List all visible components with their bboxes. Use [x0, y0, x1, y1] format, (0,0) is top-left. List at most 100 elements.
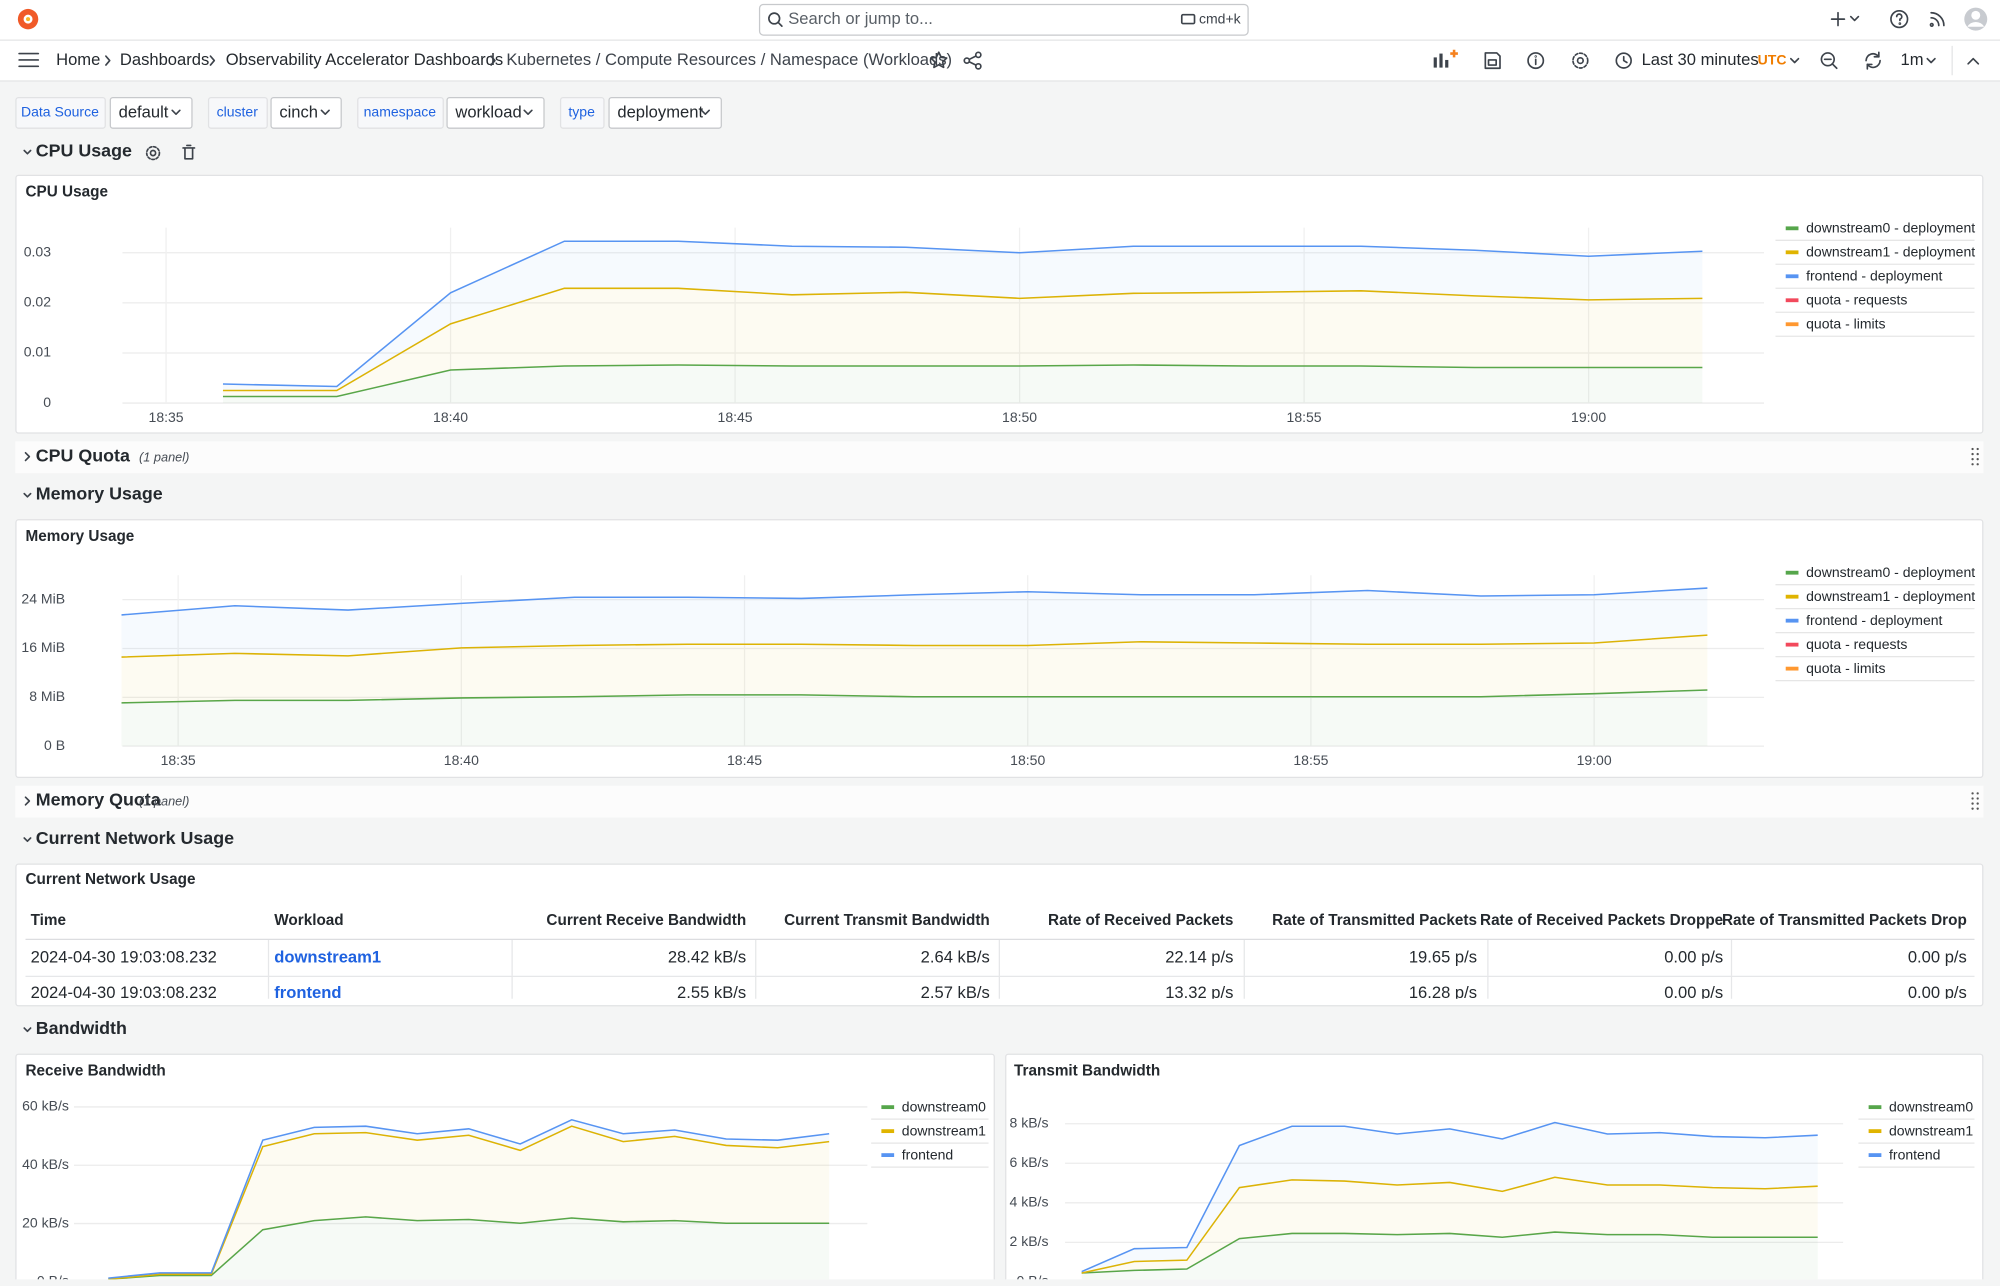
share-button[interactable] [963, 51, 982, 70]
legend-label[interactable]: downstream0 - deployment [1806, 564, 1975, 580]
variable-label: type [568, 104, 595, 120]
table-cell: 0.00 p/s [1908, 947, 1967, 966]
row-title[interactable]: Memory Quota [36, 790, 162, 810]
settings-button[interactable] [1572, 52, 1589, 69]
legend-label[interactable]: frontend [1889, 1146, 1940, 1162]
variable-dropdown[interactable] [446, 96, 545, 129]
time-picker[interactable] [1615, 52, 1800, 69]
legend-label[interactable]: downstream1 [902, 1122, 986, 1138]
row-title[interactable]: Bandwidth [36, 1018, 127, 1038]
variable-value[interactable]: deployment [617, 102, 703, 121]
column-header[interactable]: Rate of Transmitted Packets Drop [1722, 912, 1967, 929]
row-title[interactable]: Current Network Usage [36, 828, 234, 848]
legend-label[interactable]: quota - requests [1806, 636, 1907, 652]
drag-handle [1971, 802, 1974, 805]
grafana-logo[interactable] [17, 8, 39, 30]
column-header[interactable]: Workload [274, 912, 343, 929]
chevron [171, 109, 181, 115]
breadcrumb[interactable]: Dashboards [120, 50, 209, 69]
row-delete[interactable] [182, 144, 196, 160]
variable-value[interactable]: cinch [279, 102, 318, 121]
refresh-interval[interactable]: 1m [1901, 50, 1924, 69]
time-range[interactable]: Last 30 minutes [1642, 50, 1759, 69]
drag-handle [1976, 792, 1979, 795]
workload-link[interactable]: frontend [274, 983, 341, 1002]
legend-label[interactable]: frontend [902, 1146, 953, 1162]
legend-label[interactable]: quota - limits [1806, 316, 1885, 332]
area-fill [108, 1126, 830, 1280]
drag-handle [1976, 447, 1979, 451]
drag-handle [1971, 452, 1974, 456]
news-icon[interactable] [1929, 11, 1945, 27]
help-icon[interactable] [1890, 10, 1909, 29]
collapse-icon[interactable] [23, 1027, 32, 1033]
column-header[interactable]: Time [31, 912, 66, 929]
legend-label[interactable]: downstream0 [902, 1098, 986, 1114]
legend-label[interactable]: frontend - deployment [1806, 612, 1942, 628]
column-header[interactable]: Rate of Received Packets Droppe [1480, 912, 1723, 929]
collapse-icon[interactable] [23, 492, 32, 498]
expand-icon[interactable] [24, 451, 31, 462]
table-cell: 2.57 kB/s [921, 983, 990, 1002]
variable-dropdown[interactable] [109, 96, 193, 129]
menu-button[interactable] [18, 52, 40, 68]
collapse-button[interactable] [1967, 57, 1980, 65]
info-button[interactable] [1527, 52, 1545, 70]
x-tick-label: 18:40 [433, 409, 468, 425]
legend-label[interactable]: frontend - deployment [1806, 268, 1942, 284]
variable-label-box [207, 96, 268, 129]
variable-value[interactable]: workload [454, 102, 521, 121]
nav-bar [0, 40, 2000, 81]
area-fill [108, 1216, 830, 1280]
row-title[interactable]: CPU Quota [36, 445, 131, 465]
column-header[interactable]: Current Transmit Bandwidth [784, 912, 990, 929]
variable-dropdown[interactable] [608, 96, 722, 129]
row-settings[interactable] [145, 145, 161, 161]
legend-label[interactable]: quota - limits [1806, 660, 1885, 676]
series-line [108, 1216, 830, 1280]
drag-handle [1976, 452, 1979, 456]
breadcrumb[interactable]: Home [56, 50, 100, 69]
row-title[interactable]: Memory Usage [36, 484, 163, 504]
refresh-button[interactable] [1865, 51, 1881, 70]
variable-dropdown[interactable] [270, 96, 342, 129]
series-line [222, 287, 1703, 392]
row-title[interactable]: CPU Usage [36, 141, 132, 161]
star-button[interactable] [930, 51, 948, 69]
x-tick-label: 19:00 [1577, 752, 1612, 768]
table-cell: 2024-04-30 19:03:08.232 [31, 983, 217, 1002]
legend-label[interactable]: downstream0 [1889, 1098, 1973, 1114]
add-panel-button[interactable] [1433, 49, 1458, 68]
search-box[interactable] [758, 3, 1249, 36]
row-panel-count: (1 panel) [139, 449, 189, 464]
collapse-icon[interactable] [23, 837, 32, 843]
chevron [1926, 57, 1936, 64]
legend-label[interactable]: downstream1 - deployment [1806, 244, 1975, 260]
user-avatar[interactable] [1964, 7, 1988, 31]
column-header[interactable]: Rate of Transmitted Packets [1272, 912, 1477, 929]
y-tick-label: 24 MiB [21, 590, 65, 606]
expand-icon[interactable] [24, 796, 31, 806]
panel-title: Current Network Usage [26, 871, 196, 888]
workload-link[interactable]: downstream1 [274, 947, 381, 966]
variable-label-box [559, 96, 605, 129]
y-tick-label: 0 B/s [1017, 1273, 1049, 1280]
variable-value[interactable]: default [119, 102, 169, 121]
add-menu[interactable] [1830, 11, 1860, 27]
legend-label[interactable]: downstream1 - deployment [1806, 588, 1975, 604]
collapse-icon[interactable] [23, 149, 32, 155]
drag-handle [1971, 447, 1974, 451]
legend-label[interactable]: quota - requests [1806, 292, 1907, 308]
zoom-out-button[interactable] [1820, 52, 1838, 70]
legend-label[interactable]: downstream1 [1889, 1122, 1973, 1138]
breadcrumb[interactable]: Observability Accelerator Dashboards [226, 50, 503, 69]
y-tick-label: 0.03 [24, 243, 51, 259]
legend-label[interactable]: downstream0 - deployment [1806, 220, 1975, 236]
save-button[interactable] [1484, 52, 1501, 70]
panel [15, 863, 1984, 1007]
column-header[interactable]: Current Receive Bandwidth [546, 912, 746, 929]
y-tick-label: 0 B [44, 737, 65, 753]
column-header[interactable]: Rate of Received Packets [1048, 912, 1233, 929]
x-tick-label: 18:35 [161, 752, 196, 768]
table-cell: 28.42 kB/s [668, 947, 746, 966]
